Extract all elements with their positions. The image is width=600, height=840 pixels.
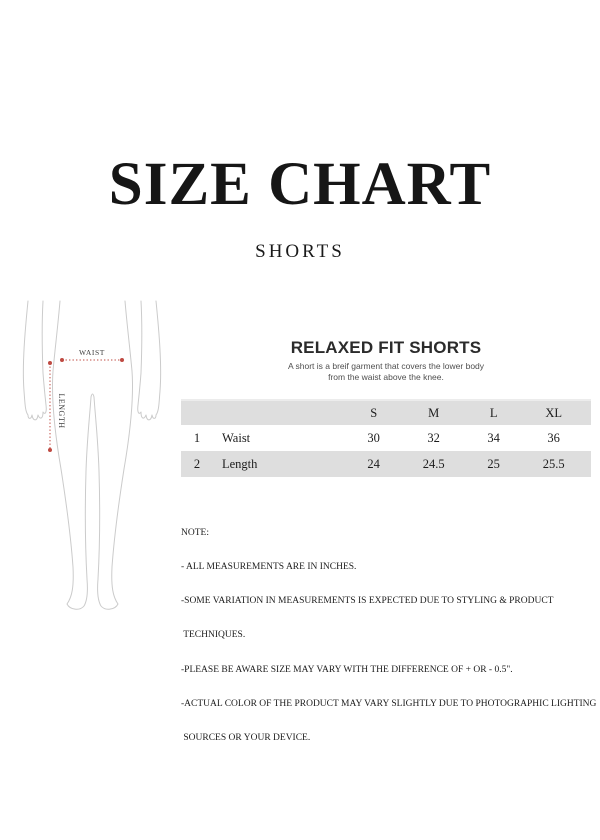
- waist-value-s: 30: [367, 430, 380, 445]
- size-table-header-row: S M L XL: [181, 400, 591, 425]
- note-heading: NOTE:: [181, 527, 209, 538]
- page-title: SIZE CHART: [108, 151, 492, 218]
- length-value-l: 25: [470, 451, 517, 477]
- waist-line-right-dot: [120, 358, 124, 362]
- length-value-xl: 25.5: [516, 451, 591, 477]
- header-cell-size-m: M: [396, 400, 471, 425]
- right-arm-outline: [137, 300, 162, 421]
- page-subtitle: SHORTS: [255, 241, 345, 262]
- row-number: 1: [193, 430, 201, 445]
- product-description-line1: A short is a breif garment that covers t…: [287, 361, 485, 371]
- note-line: -PLEASE BE AWARE SIZE MAY VARY WITH THE …: [181, 664, 513, 675]
- product-description-line2: from the waist above the knee.: [328, 371, 444, 382]
- length-line-top-dot: [48, 361, 52, 365]
- note-line: - ALL MEASUREMENTS ARE IN INCHES.: [181, 562, 357, 573]
- note-line: -SOME VARIATION IN MEASUREMENTS IS EXPEC…: [181, 596, 554, 607]
- waist-measure-label: WAIST: [79, 348, 105, 357]
- row-number: 2: [181, 451, 213, 477]
- length-value-m: 24.5: [396, 451, 471, 477]
- waist-value-l: 34: [487, 430, 500, 445]
- product-heading: RELAXED FIT SHORTS: [290, 338, 482, 357]
- header-cell-number: [181, 400, 213, 425]
- header-cell-measure: [213, 400, 351, 425]
- note-line: TECHNIQUES.: [181, 630, 246, 641]
- note-section: NOTE: - ALL MEASUREMENTS ARE IN INCHES. …: [181, 505, 597, 767]
- note-line: -ACTUAL COLOR OF THE PRODUCT MAY VARY SL…: [181, 698, 597, 709]
- measurement-annotations: WAIST LENGTH: [48, 348, 124, 452]
- header-cell-size-l: L: [470, 400, 517, 425]
- body-legs-outline: [51, 300, 134, 610]
- table-row-length: 2 Length 24 24.5 25 25.5: [181, 451, 591, 477]
- left-arm-outline: [22, 300, 47, 421]
- row-label: Length: [213, 451, 351, 477]
- row-label: Waist: [222, 430, 251, 445]
- length-value-s: 24: [351, 451, 397, 477]
- note-line: SOURCES OR YOUR DEVICE.: [181, 733, 311, 744]
- size-table: S M L XL 1 Waist 30 32 34 36 2 Length: [181, 399, 591, 477]
- waist-value-xl: 36: [547, 430, 560, 445]
- table-row-waist: 1 Waist 30 32 34 36: [181, 425, 591, 451]
- product-description: A short is a breif garment that covers t…: [181, 361, 591, 382]
- waist-value-m: 32: [427, 430, 440, 445]
- header-cell-size-xl: XL: [516, 400, 591, 425]
- lower-body-illustration: WAIST LENGTH: [22, 300, 162, 610]
- waist-line-left-dot: [60, 358, 64, 362]
- length-measure-label: LENGTH: [57, 394, 66, 429]
- length-line-bottom-dot: [48, 448, 52, 452]
- body-measurement-figure: WAIST LENGTH: [15, 298, 165, 620]
- header-cell-size-s: S: [351, 400, 397, 425]
- size-chart-content: RELAXED FIT SHORTS A short is a breif ga…: [181, 338, 597, 767]
